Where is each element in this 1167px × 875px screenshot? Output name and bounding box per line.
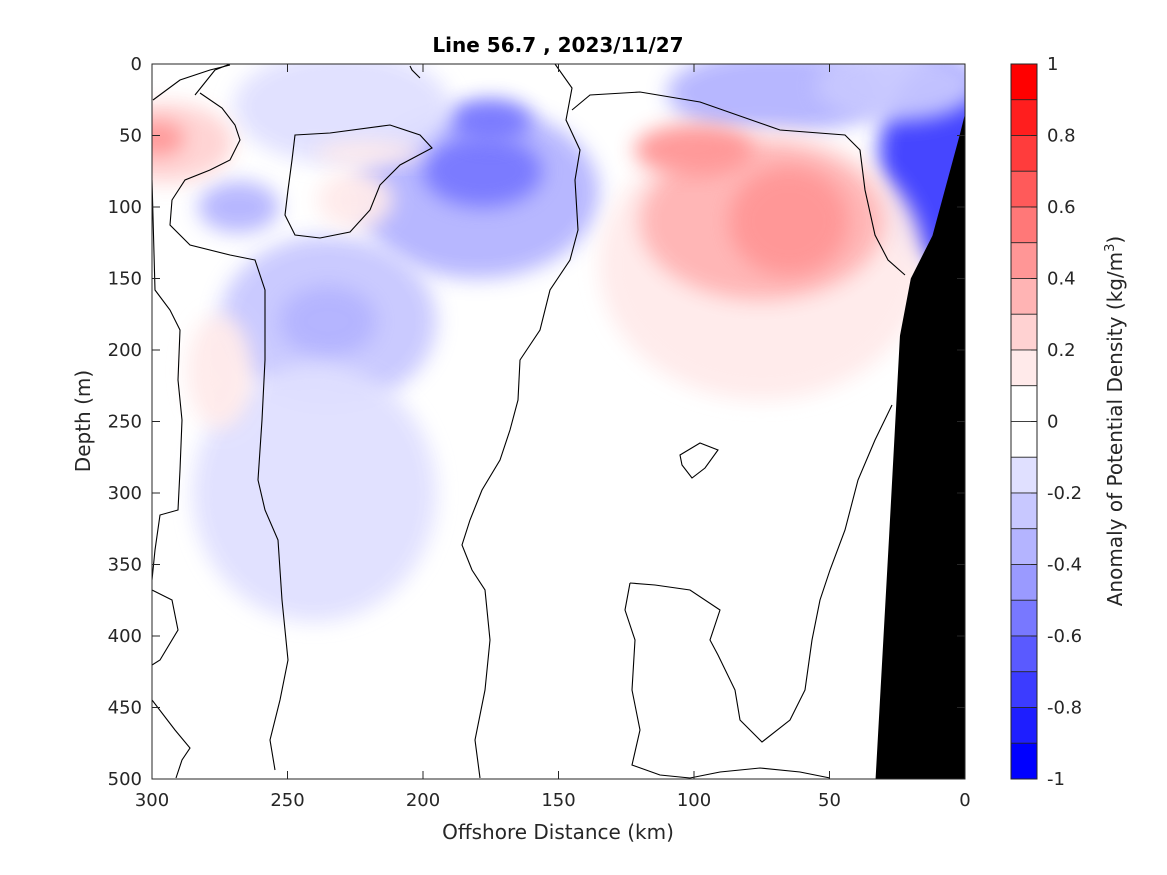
anomaly-region (450, 99, 532, 143)
x-tick-label: 250 (270, 790, 304, 811)
colorbar-swatch (1010, 170, 1038, 208)
colorbar-swatch (1010, 99, 1038, 136)
colorbar-swatch (1010, 313, 1038, 351)
colorbar-swatch (1010, 278, 1038, 315)
plot-area (151, 63, 966, 780)
y-tick-label: 350 (108, 555, 142, 576)
contour-line (679, 442, 719, 479)
colorbar-swatch (1010, 242, 1038, 279)
anomaly-field (152, 64, 965, 622)
anomaly-region (192, 364, 437, 622)
contour-line (152, 699, 191, 779)
contour-line (152, 179, 183, 581)
colorbar-swatch (1010, 564, 1038, 601)
contour-line (571, 91, 906, 276)
colorbar-swatch (1010, 707, 1038, 744)
colorbar-tick-label: 0.8 (1047, 126, 1076, 147)
colorbar-swatch (1010, 421, 1038, 458)
contour-line (629, 404, 893, 743)
anomaly-region (187, 314, 253, 429)
colorbar-swatch (1010, 671, 1038, 708)
y-tick-label: 50 (119, 126, 142, 147)
colorbar-tick-label: 0.2 (1047, 340, 1076, 361)
x-tick-label: 0 (959, 790, 970, 811)
contour-line (284, 124, 433, 239)
anomaly-region (314, 141, 423, 165)
colorbar-label: Anomaly of Potential Density (kg/m3) (1103, 236, 1127, 606)
colorbar-tick-label: 1 (1047, 54, 1058, 75)
contour-line (409, 65, 421, 79)
y-tick-label: 200 (108, 340, 142, 361)
y-tick-label: 150 (108, 269, 142, 290)
colorbar-tick-label: 0.6 (1047, 197, 1076, 218)
colorbar-swatch (1010, 63, 1038, 101)
contour-line (624, 582, 691, 779)
colorbar-tick-label: 0 (1047, 412, 1058, 433)
colorbar-swatch (1010, 385, 1038, 422)
contour-line (152, 589, 179, 666)
anomaly-region (423, 135, 543, 207)
anomaly-region (729, 166, 849, 276)
y-tick-label: 100 (108, 197, 142, 218)
y-tick-label: 0 (131, 54, 142, 75)
y-tick-label: 400 (108, 626, 142, 647)
contour-line (461, 64, 581, 779)
colorbar-swatches (1010, 63, 1038, 780)
x-tick-label: 150 (541, 790, 575, 811)
colorbar-swatch (1010, 599, 1038, 637)
bathymetry-fill (875, 114, 965, 779)
contour-line (169, 92, 289, 771)
anomaly-region (279, 285, 377, 358)
y-tick-label: 250 (108, 412, 142, 433)
y-tick-label: 500 (108, 769, 142, 790)
x-tick-label: 300 (135, 790, 169, 811)
colorbar-swatch (1010, 528, 1038, 565)
colorbar-tick-label: -0.8 (1047, 698, 1082, 719)
x-tick-label: 100 (677, 790, 711, 811)
chart-title: Line 56.7 , 2023/11/27 (432, 33, 683, 57)
x-tick-label: 200 (406, 790, 440, 811)
colorbar-swatch (1010, 135, 1038, 172)
colorbar-swatch (1010, 635, 1038, 673)
colorbar-tick-label: -0.6 (1047, 626, 1082, 647)
contour-line (194, 64, 231, 96)
colorbar-tick-label: -1 (1047, 769, 1065, 790)
y-axis-label: Depth (m) (71, 370, 95, 472)
anomaly-region (198, 181, 280, 233)
x-axis: 300 250 200 150 100 50 0 (135, 64, 971, 811)
anomaly-region (152, 121, 185, 156)
colorbar: 1 0.8 0.6 0.4 0.2 0 -0.2 -0.4 -0.6 -0.8 -1 Anomaly… (1010, 54, 1127, 790)
colorbar-swatch (1010, 492, 1038, 530)
anomaly-region (815, 64, 965, 122)
colorbar-tick-label: -0.4 (1047, 555, 1082, 576)
anomaly-region (233, 64, 451, 165)
contour-line (689, 767, 831, 779)
colorbar-swatch (1010, 456, 1038, 494)
colorbar-ticks: 1 0.8 0.6 0.4 0.2 0 -0.2 -0.4 -0.6 -0.8 -1 (1031, 54, 1082, 790)
anomaly-region (317, 171, 394, 229)
colorbar-swatch (1010, 206, 1038, 244)
y-axis: 0 50 100 150 200 250 300 350 400 450 500 (108, 54, 965, 790)
y-tick-label: 300 (108, 483, 142, 504)
colorbar-tick-label: -0.2 (1047, 483, 1082, 504)
anomaly-region (634, 124, 754, 176)
y-tick-label: 450 (108, 698, 142, 719)
anomaly-region (152, 102, 234, 183)
x-tick-label: 50 (818, 790, 841, 811)
colorbar-swatch (1010, 349, 1038, 387)
colorbar-tick-label: 0.4 (1047, 269, 1076, 290)
zero-contours (152, 64, 906, 779)
x-axis-label: Offshore Distance (km) (442, 820, 674, 844)
colorbar-swatch (1010, 742, 1038, 780)
